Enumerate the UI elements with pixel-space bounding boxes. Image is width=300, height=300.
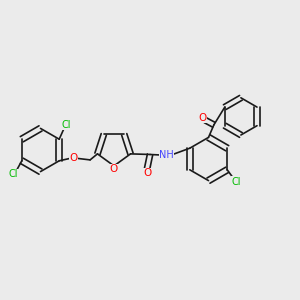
Text: O: O: [143, 168, 151, 178]
Text: O: O: [70, 153, 78, 164]
Text: O: O: [110, 164, 118, 175]
Text: O: O: [198, 112, 207, 123]
Text: NH: NH: [159, 150, 174, 160]
Text: Cl: Cl: [9, 169, 18, 179]
Text: Cl: Cl: [232, 177, 241, 187]
Text: Cl: Cl: [62, 120, 71, 130]
